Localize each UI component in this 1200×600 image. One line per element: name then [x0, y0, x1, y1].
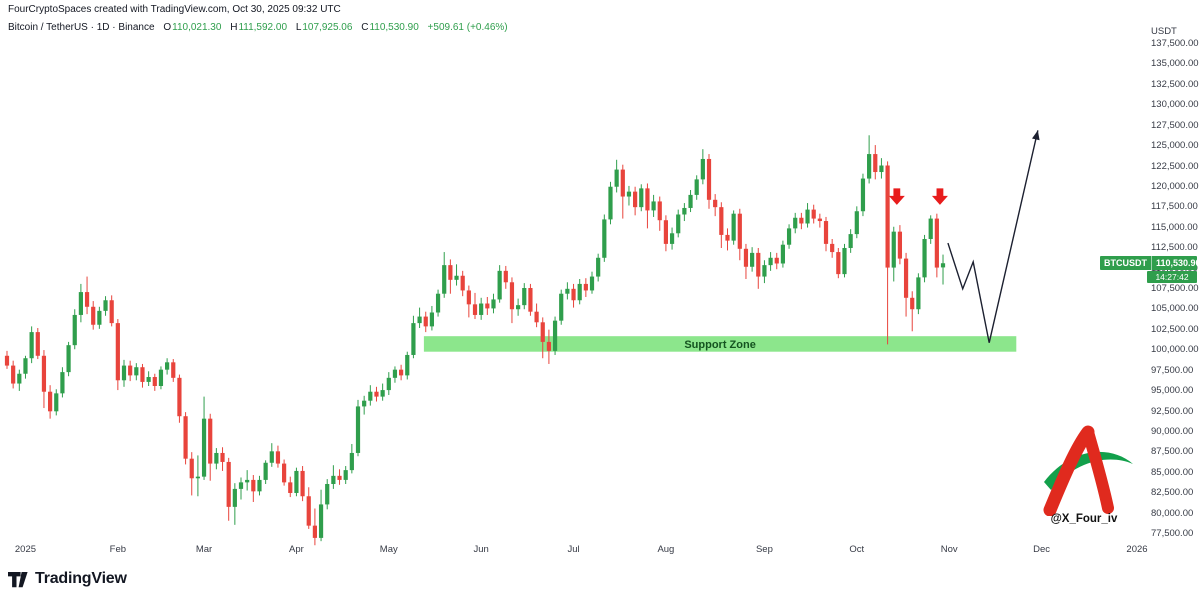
price-axis-label: 132,500.00: [1151, 78, 1199, 90]
price-axis-label: 122,500.00: [1151, 160, 1199, 172]
price-axis-label: 95,000.00: [1151, 385, 1194, 397]
time-axis-label: Nov: [940, 544, 958, 555]
ohlc-high-value: 111,592.00: [238, 22, 288, 33]
ohlc-high-label: H: [230, 22, 238, 33]
price-axis-label: 130,000.00: [1151, 99, 1199, 111]
tradingview-logo-link[interactable]: TradingView: [8, 569, 127, 589]
ohlc-low-value: 107,925.06: [302, 22, 353, 33]
tradingview-icon: [8, 572, 28, 588]
price-axis-label: 82,500.00: [1151, 487, 1194, 499]
ohlc-open-label: O: [163, 22, 172, 33]
time-axis-label: Apr: [289, 544, 304, 555]
price-axis-label: 112,500.00: [1151, 242, 1198, 254]
price-axis-label: 127,500.00: [1151, 119, 1199, 131]
last-price-value: 110,530.90: [1156, 258, 1200, 269]
symbol-title: Bitcoin / TetherUS · 1D · Binance: [8, 22, 155, 33]
last-price-symbol: BTCUSDT: [1100, 256, 1152, 271]
ohlc-close-value: 110,530.90: [369, 22, 419, 33]
price-axis-label: 80,000.00: [1151, 507, 1194, 519]
support-zone-label: Support Zone: [684, 339, 756, 351]
price-axis-label: 100,000.00: [1151, 344, 1199, 356]
logo-red-stroke-right: [1082, 426, 1114, 514]
ohlc-close-label: C: [361, 22, 369, 33]
price-axis-label: 102,500.00: [1151, 323, 1199, 335]
creator-handle: @X_Four_iv: [1050, 513, 1118, 525]
price-axis-label: 85,000.00: [1151, 466, 1194, 478]
price-axis-label: 117,500.00: [1151, 201, 1198, 213]
price-axis-label: 137,500.00: [1151, 38, 1199, 49]
price-axis-label: 92,500.00: [1151, 405, 1194, 417]
attribution-text: FourCryptoSpaces created with TradingVie…: [8, 4, 341, 15]
attribution-bar: FourCryptoSpaces created with TradingVie…: [8, 4, 341, 15]
time-axis-label: Dec: [1033, 544, 1050, 555]
price-axis-label: 115,000.00: [1151, 221, 1198, 233]
price-axis-label: 135,000.00: [1151, 58, 1199, 70]
price-axis-label: 125,000.00: [1151, 140, 1199, 152]
time-axis-label: Feb: [109, 544, 127, 555]
creator-logo: [1043, 425, 1133, 516]
support-zone[interactable]: Support Zone: [423, 336, 1017, 352]
time-axis-label: Jun: [473, 544, 489, 555]
ohlc-low-label: L: [295, 22, 302, 33]
time-axis-label: Mar: [195, 544, 213, 555]
time-axis-label: May: [379, 544, 398, 555]
time-axis-label: 2025: [14, 544, 37, 555]
ohlc-open-value: 110,021.30: [172, 22, 222, 33]
price-axis-currency: USDT: [1151, 26, 1177, 37]
price-axis-label: 107,500.00: [1151, 283, 1199, 294]
time-axis-label: Aug: [657, 544, 675, 555]
projection-arrow[interactable]: [947, 130, 1040, 343]
down-arrow-2[interactable]: [931, 188, 948, 205]
time-axis-label: 2026: [1126, 544, 1148, 555]
last-price-label: BTCUSDT 110,530.90 14:27:42: [1100, 256, 1200, 284]
time-axis-label: Oct: [849, 544, 865, 555]
bar-countdown: 14:27:42: [1147, 271, 1197, 284]
tradingview-wordmark: TradingView: [35, 570, 127, 587]
price-axis-label: 105,000.00: [1151, 303, 1199, 315]
price-axis-label: 87,500.00: [1151, 446, 1194, 458]
time-axis-label: Jul: [567, 544, 580, 555]
price-axis-label: 97,500.00: [1151, 364, 1194, 376]
candlestick-series: [4, 135, 946, 546]
ohlc-change-value: +509.61 (+0.46%): [427, 22, 508, 33]
price-axis[interactable]: 137,500.00 135,000.00 132,500.00 130,000.00…: [1147, 0, 1200, 560]
symbol-info-bar: Bitcoin / TetherUS · 1D · Binance O110,0…: [8, 22, 508, 33]
down-arrow-1[interactable]: [888, 188, 905, 205]
last-price-row: BTCUSDT 110,530.90: [1100, 256, 1200, 271]
time-axis[interactable]: 2025 Feb Mar Apr May Jun Jul Aug Sep Oct Nov Dec 202…: [0, 541, 1148, 559]
price-axis-label: 90,000.00: [1151, 425, 1194, 437]
price-axis-label: 120,000.00: [1151, 180, 1199, 192]
price-axis-label: 77,500.00: [1151, 528, 1194, 539]
time-axis-label: Sep: [755, 544, 773, 555]
